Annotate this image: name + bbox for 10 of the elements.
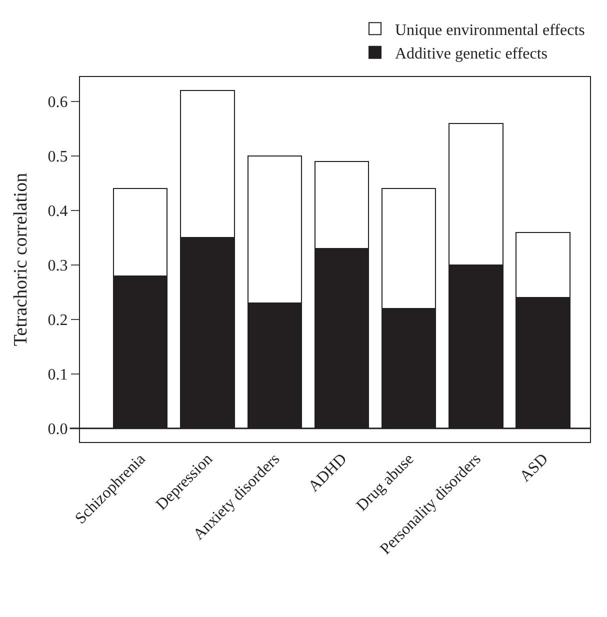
y-tick-label: 0.0 <box>48 420 68 438</box>
y-tick-label: 0.4 <box>48 203 68 220</box>
legend-label: Unique environmental effects <box>395 22 585 39</box>
legend-label: Additive genetic effects <box>395 46 548 63</box>
y-tick-label: 0.6 <box>48 94 68 112</box>
y-tick-label: 0.1 <box>48 366 68 384</box>
y-axis-title: Tetrachoric correlation <box>10 172 32 346</box>
y-tick-label: 0.2 <box>48 312 68 330</box>
y-tick-label: 0.5 <box>48 148 68 166</box>
y-tick-label: 0.3 <box>48 258 68 275</box>
